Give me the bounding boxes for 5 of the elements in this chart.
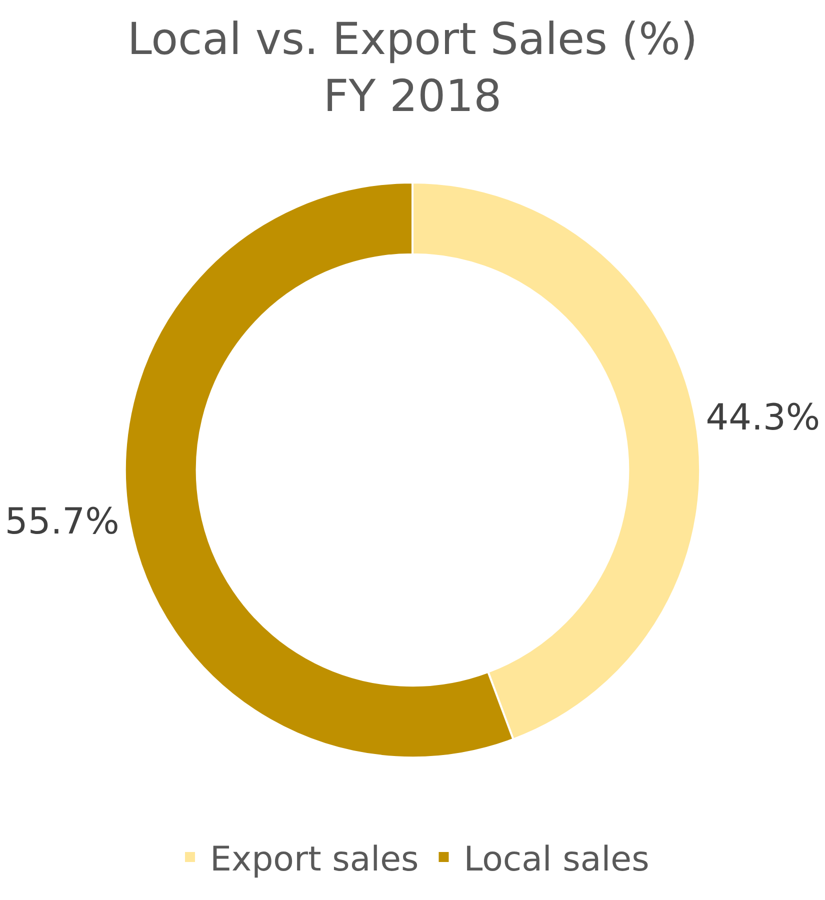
legend-label: Export sales [210,839,419,880]
data-label: 44.3% [706,398,820,439]
legend-label: Local sales [464,839,650,880]
chart-title: Local vs. Export Sales (%) FY 2018 [127,14,698,122]
data-label: 55.7% [4,501,120,542]
